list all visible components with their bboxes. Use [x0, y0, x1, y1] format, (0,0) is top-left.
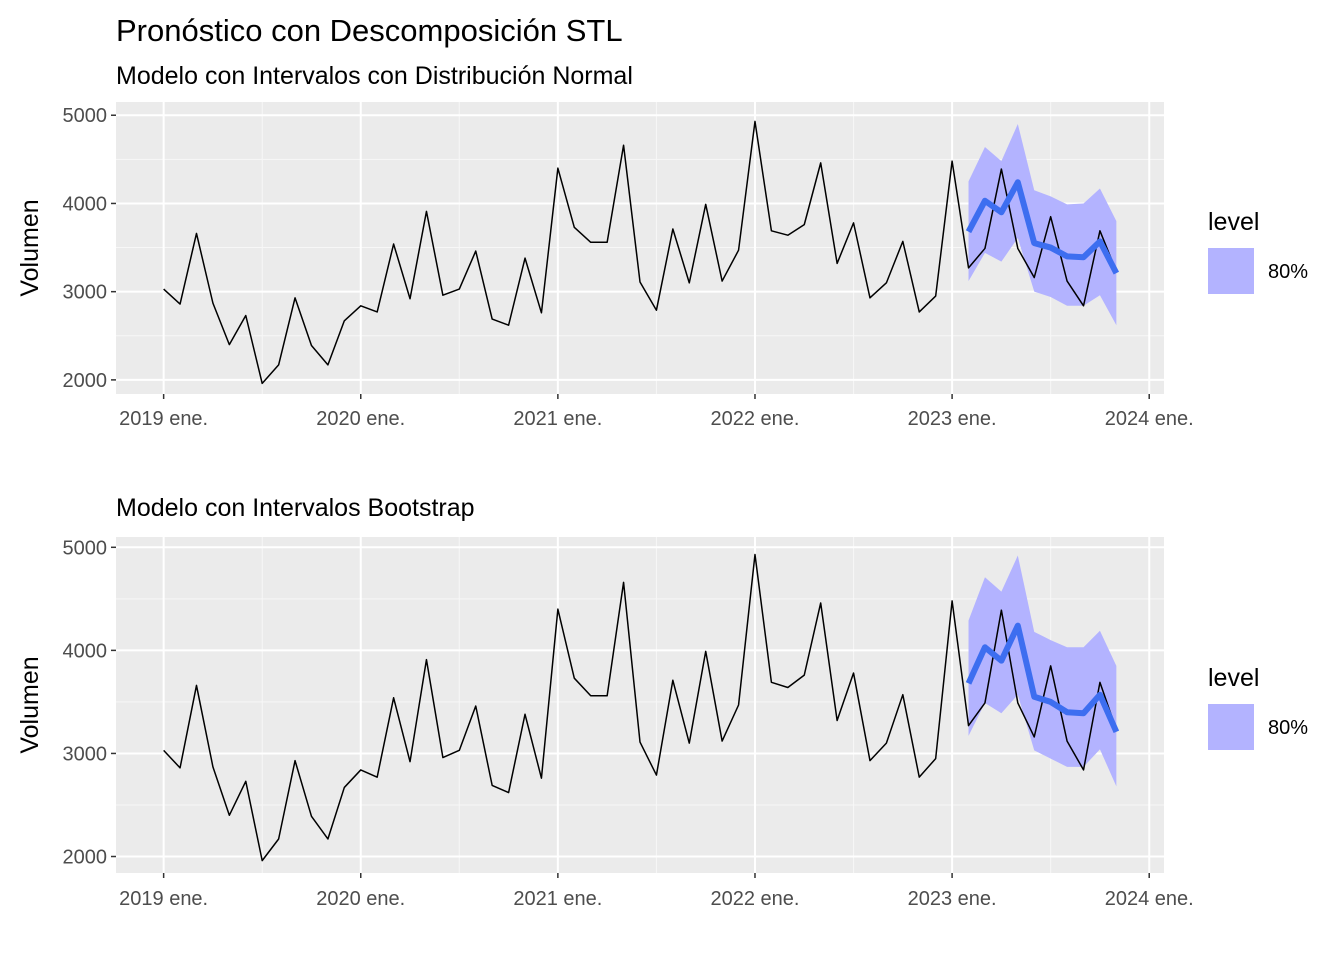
y-tick-label: 2000: [63, 370, 108, 392]
x-tick-label: 2021 ene.: [513, 408, 602, 430]
legend: level 80%: [1208, 208, 1308, 294]
x-tick-label: 2023 ene.: [908, 888, 997, 910]
interval-80-band: [968, 124, 1117, 326]
x-tick-label: 2020 ene.: [316, 408, 405, 430]
chart-title: Pronóstico con Descomposición STL: [116, 13, 623, 48]
x-tick-label: 2022 ene.: [710, 408, 799, 430]
forecast-line: [965, 622, 1120, 734]
legend-key-80: [1208, 704, 1254, 750]
x-tick-label: 2024 ene.: [1105, 888, 1194, 910]
y-tick-label: 2000: [63, 847, 108, 869]
x-tick-label: 2021 ene.: [513, 888, 602, 910]
y-tick-label: 5000: [63, 105, 108, 127]
y-axis-title: Volumen: [16, 199, 44, 296]
x-tick-label: 2019 ene.: [119, 408, 208, 430]
x-tick-label: 2024 ene.: [1105, 408, 1194, 430]
legend-label: 80%: [1268, 717, 1308, 739]
history-line: [163, 553, 1118, 862]
panel-subtitle: Modelo con Intervalos Bootstrap: [116, 494, 475, 522]
y-axis-title: Volumen: [16, 656, 44, 753]
y-tick-label: 4000: [63, 640, 108, 662]
history-line: [163, 120, 1118, 385]
legend-title: level: [1208, 208, 1259, 236]
interval-80-band: [968, 555, 1117, 787]
x-tick-label: 2023 ene.: [908, 408, 997, 430]
legend-label: 80%: [1268, 261, 1308, 283]
y-tick-label: 5000: [63, 537, 108, 559]
panel-1: Modelo con Intervalos con Distribución N…: [16, 62, 1308, 430]
y-tick-label: 4000: [63, 193, 108, 215]
legend-key-80: [1208, 248, 1254, 294]
x-tick-label: 2019 ene.: [119, 888, 208, 910]
panel-subtitle: Modelo con Intervalos con Distribución N…: [116, 62, 633, 90]
panel-2: Modelo con Intervalos Bootstrap 2000 3000 4…: [16, 494, 1308, 910]
x-tick-label: 2020 ene.: [316, 888, 405, 910]
y-tick-label: 3000: [63, 282, 108, 304]
y-tick-label: 3000: [63, 743, 108, 765]
legend-title: level: [1208, 664, 1259, 692]
x-tick-label: 2022 ene.: [710, 888, 799, 910]
forecast-line: [965, 179, 1120, 275]
legend: level 80%: [1208, 664, 1308, 750]
